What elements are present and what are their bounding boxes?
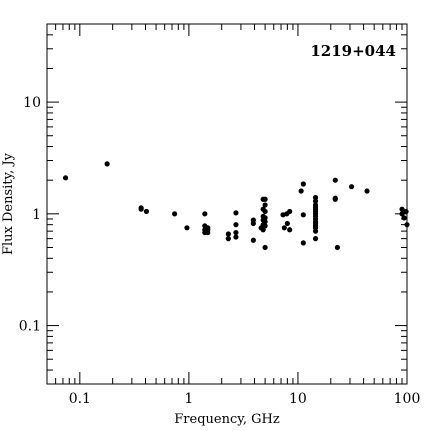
axis-ticks bbox=[46, 23, 408, 385]
data-point bbox=[233, 222, 239, 228]
data-point bbox=[250, 220, 256, 227]
data-point bbox=[143, 208, 150, 215]
data-point bbox=[334, 244, 340, 251]
data-point bbox=[233, 229, 239, 236]
data-point bbox=[233, 210, 239, 216]
data-point bbox=[262, 244, 268, 251]
x-tick-label: 0.1 bbox=[69, 391, 91, 407]
data-point bbox=[233, 234, 239, 240]
x-tick-label: 1 bbox=[184, 391, 193, 407]
y-tick-label: 0.1 bbox=[19, 319, 41, 335]
data-point bbox=[172, 211, 178, 217]
data-point bbox=[202, 211, 208, 217]
plot-frame bbox=[46, 23, 408, 385]
data-point bbox=[225, 236, 231, 242]
data-point bbox=[262, 202, 268, 208]
x-tick-label: 100 bbox=[394, 391, 421, 407]
data-point bbox=[364, 188, 370, 194]
data-point bbox=[332, 177, 338, 183]
data-point bbox=[104, 161, 110, 167]
data-point bbox=[287, 208, 293, 215]
data-point bbox=[138, 206, 144, 212]
data-point bbox=[262, 219, 268, 225]
x-tick-label: 10 bbox=[289, 391, 307, 407]
data-point bbox=[348, 184, 355, 190]
data-point bbox=[404, 222, 410, 228]
data-point bbox=[284, 220, 290, 227]
data-point bbox=[205, 227, 211, 233]
data-point bbox=[312, 194, 319, 201]
data-point bbox=[300, 212, 306, 218]
data-point bbox=[300, 181, 306, 187]
data-point bbox=[312, 228, 319, 234]
data-point bbox=[262, 208, 268, 215]
data-point bbox=[403, 208, 409, 215]
data-point bbox=[399, 206, 405, 212]
chart-title: 1219+044 bbox=[310, 42, 396, 60]
data-point bbox=[312, 198, 319, 204]
data-point bbox=[250, 237, 256, 243]
data-point bbox=[399, 211, 405, 217]
data-point bbox=[262, 223, 268, 229]
data-points bbox=[62, 161, 410, 251]
data-point bbox=[332, 196, 338, 202]
data-point bbox=[225, 231, 231, 237]
x-axis-label: Frequency, GHz bbox=[174, 412, 280, 427]
data-point bbox=[298, 188, 304, 194]
data-point bbox=[262, 196, 268, 202]
data-point bbox=[260, 227, 266, 233]
data-point bbox=[287, 227, 293, 233]
data-point bbox=[300, 240, 306, 246]
y-tick-label: 10 bbox=[23, 95, 41, 111]
data-point bbox=[62, 175, 69, 181]
data-point bbox=[312, 236, 319, 242]
data-point bbox=[401, 215, 407, 221]
tick-labels: 0.1 1 10 100 0.1 1 10 bbox=[19, 95, 421, 407]
data-point bbox=[262, 215, 268, 221]
y-tick-label: 1 bbox=[32, 207, 41, 223]
data-point bbox=[281, 225, 287, 231]
y-axis-label: Flux Density, Jy bbox=[1, 152, 16, 255]
data-point bbox=[184, 225, 190, 231]
